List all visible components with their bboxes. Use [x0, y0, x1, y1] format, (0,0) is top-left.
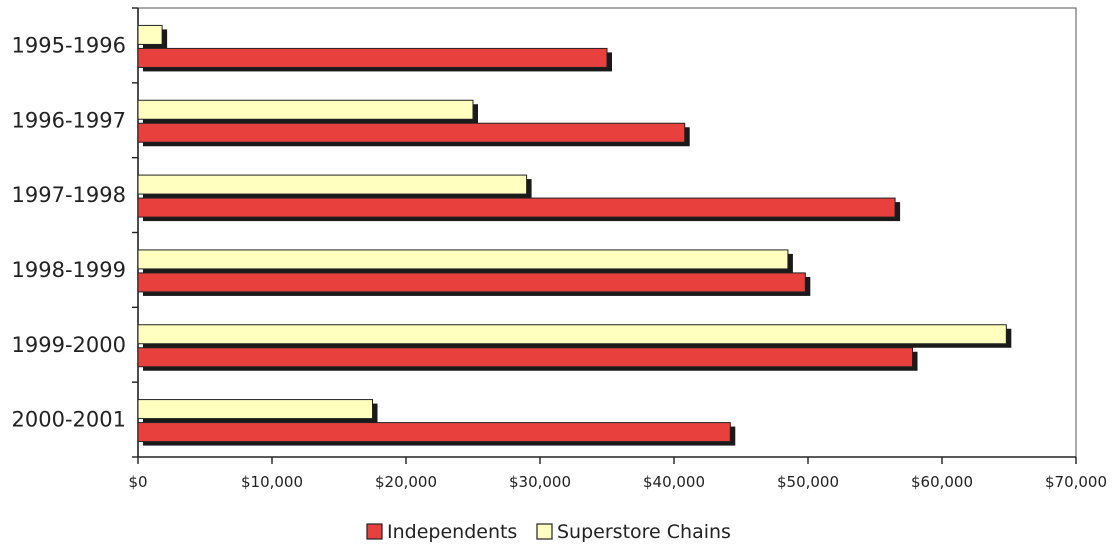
- plot-border: [137, 7, 1077, 458]
- bars: [137, 24, 1012, 446]
- legend-swatch: [366, 523, 383, 540]
- category-axis: 1995-1996 1996-1997 1997-1998 1998-1999 1999…: [12, 7, 138, 458]
- value-axis: $0 $10,000 $20,000 $30,000 $40,000 $50,000 $60…: [128, 457, 1107, 491]
- category-label: 2000-2001: [12, 408, 126, 432]
- value-tick-label: $60,000: [911, 473, 973, 491]
- legend-label: Independents: [387, 521, 517, 543]
- legend-label: Superstore Chains: [557, 521, 731, 543]
- bar-independents-1999-2000: [137, 347, 914, 368]
- bar-superstore-chains-1995-1996: [137, 24, 163, 45]
- value-tick-label: $30,000: [509, 473, 571, 491]
- legend-swatch: [536, 523, 553, 540]
- bar-superstore-chains-1996-1997: [137, 99, 474, 120]
- bar-independents-1995-1996: [137, 47, 608, 68]
- bar-superstore-chains-1998-1999: [137, 249, 789, 270]
- category-label: 1995-1996: [12, 33, 126, 57]
- bar-superstore-chains-1999-2000: [137, 324, 1007, 345]
- value-tick-label: $50,000: [777, 473, 839, 491]
- bar-independents-1996-1997: [137, 122, 686, 143]
- value-tick-label: $10,000: [241, 473, 303, 491]
- bar-independents-2000-2001: [137, 422, 731, 443]
- bar-independents-1997-1998: [137, 197, 896, 218]
- value-tick-label: $40,000: [643, 473, 705, 491]
- category-label: 1997-1998: [12, 183, 126, 207]
- bar-superstore-chains-1997-1998: [137, 174, 528, 195]
- category-label: 1998-1999: [12, 258, 126, 282]
- value-tick-label: $0: [128, 473, 147, 491]
- category-label: 1996-1997: [12, 108, 126, 132]
- plot-frame: [137, 7, 1077, 458]
- legend: Independents Superstore Chains: [366, 521, 731, 543]
- category-label: 1999-2000: [12, 333, 126, 357]
- value-tick-label: $20,000: [375, 473, 437, 491]
- bar-superstore-chains-2000-2001: [137, 399, 373, 420]
- bar-independents-1998-1999: [137, 272, 806, 293]
- value-tick-label: $70,000: [1045, 473, 1107, 491]
